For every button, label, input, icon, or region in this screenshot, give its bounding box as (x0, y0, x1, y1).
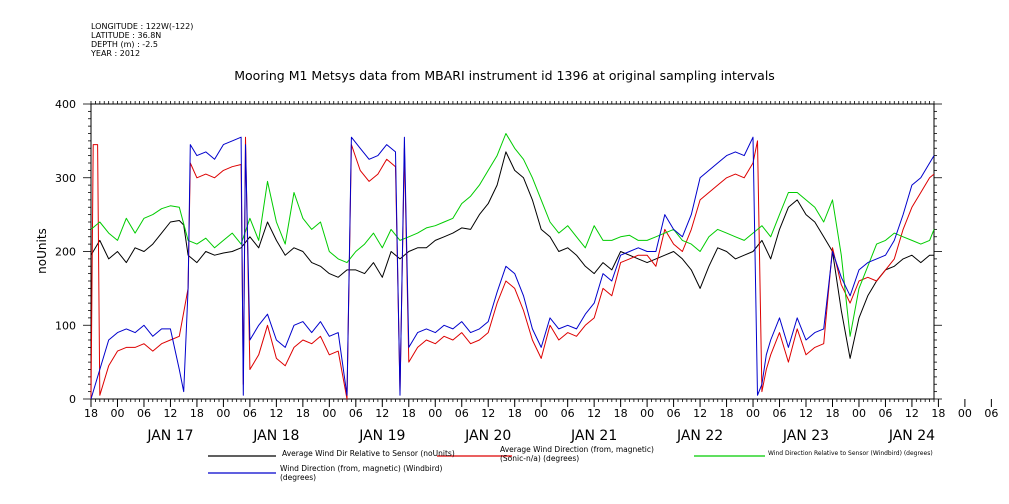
x-tick-label: 12 (905, 407, 919, 420)
x-tick-label: 12 (481, 407, 495, 420)
chart-axes: 18 00 06 12 18 00 06 12 18 00 06 12 18 00 06 12 18 00 06 12… (55, 98, 998, 444)
series-avg-wind-direction-magnetic (90, 136, 935, 400)
x-tick-label: 18 (931, 407, 945, 420)
x-tick-label: 18 (402, 407, 416, 420)
x-tick-label: 12 (799, 407, 813, 420)
x-date-label: JAN 20 (464, 428, 511, 444)
x-date-label: JAN 22 (676, 428, 723, 444)
x-tick-label: 06 (137, 407, 151, 420)
x-tick-label: 18 (614, 407, 628, 420)
x-tick-label: 00 (746, 407, 760, 420)
x-tick-label: 06 (984, 407, 998, 420)
y-tick-label: 200 (55, 246, 76, 259)
x-tick-label: 12 (587, 407, 601, 420)
x-tick-label: 00 (640, 407, 654, 420)
longitude-label: LONGITUDE : 122W(-122) (91, 22, 194, 31)
x-date-label: JAN 18 (252, 428, 299, 444)
latitude-label: LATITUDE : 36.8N (91, 31, 162, 40)
legend-label-avg-mag: Average Wind Direction (from, magnetic) … (500, 445, 654, 463)
x-tick-label: 18 (296, 407, 310, 420)
x-tick-label: 06 (561, 407, 575, 420)
x-tick-label: 18 (825, 407, 839, 420)
x-tick-label: 06 (878, 407, 892, 420)
x-tick-label: 06 (349, 407, 363, 420)
legend-label-rel-windbird: Wind Direction Relative to Sensor (Windb… (768, 450, 933, 457)
x-date-label: JAN 17 (146, 428, 193, 444)
x-date-label: JAN 21 (570, 428, 617, 444)
x-tick-label: 06 (667, 407, 681, 420)
series-wind-direction-magnetic-windbird (90, 136, 935, 400)
x-tick-label: 12 (693, 407, 707, 420)
x-tick-label: 00 (958, 407, 972, 420)
y-tick-label: 100 (55, 319, 76, 332)
x-tick-label: 00 (534, 407, 548, 420)
x-tick-label: 12 (375, 407, 389, 420)
x-tick-label: 00 (216, 407, 230, 420)
x-tick-label: 00 (322, 407, 336, 420)
x-date-label: JAN 19 (358, 428, 405, 444)
x-tick-label: 06 (773, 407, 787, 420)
series-avg-wind-dir-relative (90, 151, 934, 359)
x-tick-label: 06 (455, 407, 469, 420)
x-tick-label: 18 (720, 407, 734, 420)
x-tick-label: 00 (852, 407, 866, 420)
legend-label-avg-rel: Average Wind Dir Relative to Sensor (noU… (282, 449, 455, 458)
y-tick-label: 0 (69, 393, 76, 406)
chart-legend (208, 455, 765, 474)
legend-label-mag-windbird: Wind Direction (from, magnetic) (Windbir… (280, 464, 443, 482)
series-wind-direction-relative-windbird (90, 133, 935, 337)
x-tick-label: 18 (508, 407, 522, 420)
series-layer (90, 133, 935, 400)
x-tick-label: 00 (428, 407, 442, 420)
x-tick-label: 12 (163, 407, 177, 420)
chart-title: Mooring M1 Metsys data from MBARI instru… (234, 68, 775, 83)
x-date-label: JAN 23 (782, 428, 829, 444)
x-tick-label: 00 (110, 407, 124, 420)
x-tick-label: 12 (269, 407, 283, 420)
y-tick-label: 300 (55, 172, 76, 185)
year-label: YEAR : 2012 (91, 49, 141, 58)
depth-label: DEPTH (m) : -2.5 (91, 40, 158, 49)
x-date-label: JAN 24 (888, 428, 935, 444)
x-tick-label: 18 (84, 407, 98, 420)
x-tick-label: 06 (243, 407, 257, 420)
plot-frame (90, 103, 935, 400)
y-axis-label: noUnits (35, 228, 49, 274)
y-tick-label: 400 (55, 98, 76, 111)
x-tick-label: 18 (190, 407, 204, 420)
